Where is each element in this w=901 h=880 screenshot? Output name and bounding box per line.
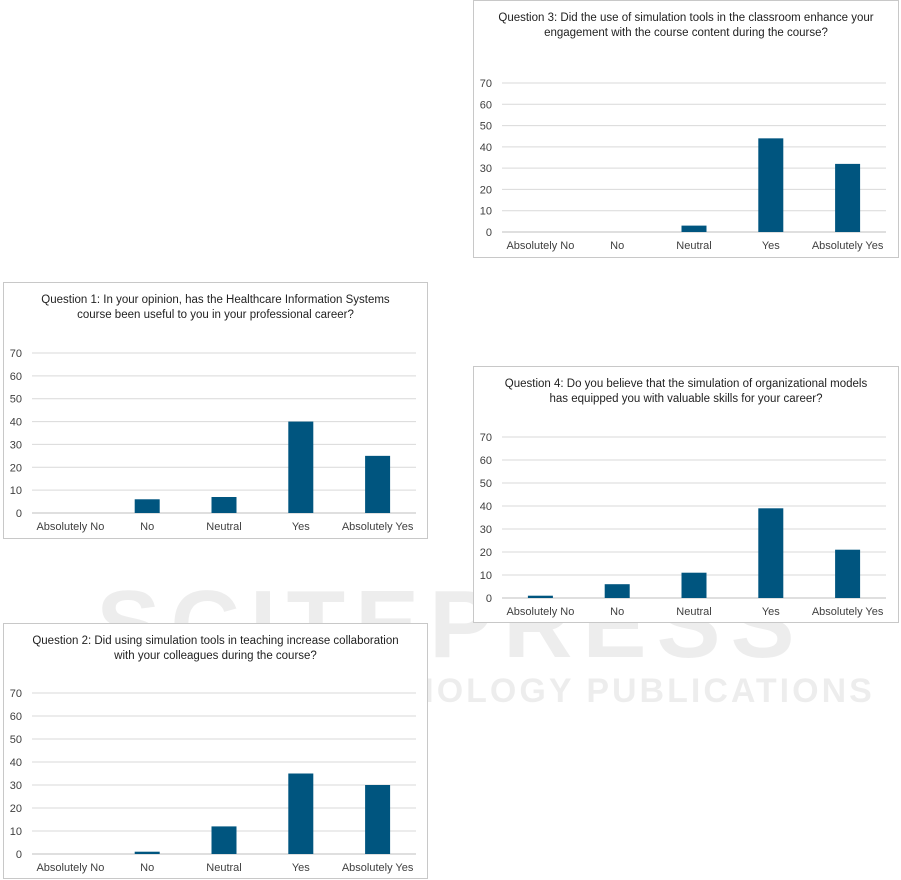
- chart-title: Question 3: Did the use of simulation to…: [498, 12, 874, 39]
- bar-yes: [758, 138, 784, 232]
- y-tick-label: 20: [10, 803, 22, 815]
- x-tick-label: Neutral: [206, 521, 241, 533]
- bar-absolutely-yes: [365, 455, 391, 513]
- x-tick-label: Absolutely Yes: [342, 521, 414, 533]
- bar-yes: [758, 508, 784, 598]
- bar-chart-svg: 0 10 20 30 40 50 60 70 Absolutely No No Neutral Yes…: [480, 432, 886, 618]
- y-tick-label: 50: [480, 478, 492, 490]
- y-tick-label: 10: [480, 570, 492, 582]
- x-tick-label: Yes: [292, 521, 310, 533]
- x-tick-label: Neutral: [676, 240, 711, 252]
- y-tick-label: 40: [10, 757, 22, 769]
- y-tick-label: 60: [10, 711, 22, 723]
- x-tick-label: Neutral: [206, 862, 241, 874]
- y-tick-label: 10: [10, 485, 22, 497]
- chart-title: Question 4: Do you believe that the simu…: [504, 378, 868, 405]
- x-tick-label: Yes: [292, 862, 310, 874]
- y-tick-label: 20: [10, 462, 22, 474]
- y-tick-label: 40: [480, 142, 492, 154]
- y-tick-label: 60: [480, 455, 492, 467]
- bar-chart-svg: 0 10 20 30 40 50 60 70 Absolutely No No Neutral Yes…: [10, 348, 416, 533]
- chart-question-2: Question 2: Did using simulation tools i…: [3, 623, 428, 879]
- chart-question-4: Question 4: Do you believe that the simu…: [473, 366, 899, 623]
- y-tick-label: 0: [486, 227, 492, 239]
- chart-question-3: Question 3: Did the use of simulation to…: [473, 0, 899, 258]
- chart-question-1: Question 1: In your opinion, has the Hea…: [3, 282, 428, 539]
- bar-chart-svg: 0 10 20 30 40 50 60 70 Absolutely No No Neutral Yes…: [480, 78, 886, 252]
- x-tick-label: No: [140, 521, 154, 533]
- bar-absolutely-no: [527, 595, 553, 598]
- y-tick-label: 70: [10, 688, 22, 700]
- bar-neutral: [681, 572, 707, 598]
- y-tick-label: 10: [10, 826, 22, 838]
- bar-no: [134, 851, 160, 854]
- x-tick-label: No: [610, 606, 624, 618]
- y-tick-label: 60: [480, 99, 492, 111]
- chart-title: Question 2: Did using simulation tools i…: [32, 635, 399, 662]
- x-tick-label: Yes: [762, 606, 780, 618]
- y-tick-label: 50: [10, 394, 22, 406]
- x-tick-label: Neutral: [676, 606, 711, 618]
- bar-absolutely-yes: [835, 549, 861, 598]
- y-tick-label: 50: [10, 734, 22, 746]
- y-tick-label: 0: [486, 593, 492, 605]
- y-tick-label: 70: [10, 348, 22, 360]
- chart-title: Question 1: In your opinion, has the Hea…: [41, 294, 390, 321]
- y-tick-label: 30: [480, 524, 492, 536]
- y-tick-label: 40: [480, 501, 492, 513]
- y-tick-label: 60: [10, 371, 22, 383]
- bar-neutral: [211, 826, 237, 854]
- y-tick-label: 20: [480, 184, 492, 196]
- y-tick-label: 10: [480, 206, 492, 218]
- x-tick-label: No: [610, 240, 624, 252]
- y-tick-label: 70: [480, 78, 492, 90]
- x-tick-label: Absolutely Yes: [342, 862, 414, 874]
- x-tick-label: Yes: [762, 240, 780, 252]
- y-tick-label: 70: [480, 432, 492, 444]
- bar-no: [134, 499, 160, 513]
- y-tick-label: 0: [16, 849, 22, 861]
- y-tick-label: 20: [480, 547, 492, 559]
- x-tick-label: Absolutely No: [36, 521, 104, 533]
- y-tick-label: 50: [480, 121, 492, 133]
- x-tick-label: Absolutely Yes: [812, 606, 884, 618]
- y-tick-label: 0: [16, 508, 22, 520]
- bar-absolutely-yes: [835, 163, 861, 232]
- bar-no: [604, 584, 630, 598]
- x-tick-label: Absolutely No: [506, 240, 574, 252]
- bar-absolutely-yes: [365, 785, 391, 854]
- x-tick-label: No: [140, 862, 154, 874]
- bar-yes: [288, 421, 314, 513]
- x-tick-label: Absolutely No: [36, 862, 104, 874]
- bar-yes: [288, 773, 314, 854]
- y-tick-label: 30: [10, 780, 22, 792]
- y-tick-label: 30: [480, 163, 492, 175]
- y-tick-label: 30: [10, 439, 22, 451]
- x-tick-label: Absolutely Yes: [812, 240, 884, 252]
- bar-neutral: [211, 497, 237, 513]
- bar-neutral: [681, 225, 707, 232]
- x-tick-label: Absolutely No: [506, 606, 574, 618]
- bar-chart-svg: 0 10 20 30 40 50 60 70 Absolutely No No Neutral Yes…: [10, 688, 416, 874]
- y-tick-label: 40: [10, 417, 22, 429]
